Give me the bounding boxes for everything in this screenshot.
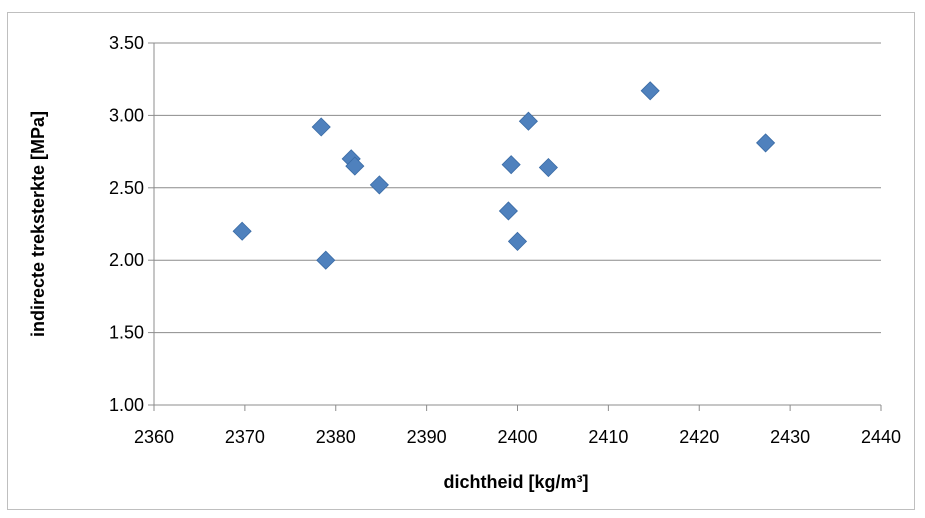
x-tick-label: 2390 bbox=[407, 427, 447, 447]
data-point-6 bbox=[369, 175, 389, 195]
data-point-2 bbox=[311, 117, 331, 137]
x-tick-label: 2430 bbox=[770, 427, 810, 447]
y-tick-labels: 1.00 1.50 2.00 2.50 3.00 3.50 bbox=[109, 33, 144, 415]
x-tick-label: 2370 bbox=[225, 427, 265, 447]
data-point-7 bbox=[498, 201, 518, 221]
data-point-12 bbox=[640, 81, 660, 101]
data-point-3 bbox=[316, 250, 336, 270]
data-point-9 bbox=[507, 231, 528, 251]
axes bbox=[148, 42, 882, 411]
data-point-1 bbox=[232, 221, 252, 241]
x-tick-label: 2410 bbox=[588, 427, 628, 447]
data-point-10 bbox=[518, 111, 538, 131]
data-points bbox=[232, 81, 776, 270]
y-tick-label: 1.00 bbox=[109, 395, 144, 415]
data-point-8 bbox=[501, 155, 521, 175]
x-axis-title: dichtheid [kg/m³] bbox=[444, 472, 589, 492]
y-tick-label: 3.00 bbox=[109, 105, 144, 125]
y-tick-label: 1.50 bbox=[109, 323, 144, 343]
y-tick-label: 2.50 bbox=[109, 178, 144, 198]
x-tick-label: 2360 bbox=[134, 427, 174, 447]
data-point-5 bbox=[345, 156, 365, 176]
chart-frame bbox=[7, 12, 915, 510]
x-tick-labels: 2360 2370 2380 2390 2400 2410 2420 2430 2440 bbox=[134, 427, 901, 447]
y-axis-title: indirecte treksterkte [MPa] bbox=[28, 111, 48, 337]
x-tick-label: 2420 bbox=[679, 427, 719, 447]
data-point-11 bbox=[538, 157, 558, 178]
x-tick-label: 2440 bbox=[861, 427, 901, 447]
data-point-13 bbox=[756, 133, 776, 153]
grid-lines bbox=[154, 42, 881, 334]
x-tick-label: 2400 bbox=[497, 427, 537, 447]
y-tick-label: 2.00 bbox=[109, 250, 144, 270]
y-tick-label: 3.50 bbox=[109, 33, 144, 53]
x-tick-label: 2380 bbox=[316, 427, 356, 447]
